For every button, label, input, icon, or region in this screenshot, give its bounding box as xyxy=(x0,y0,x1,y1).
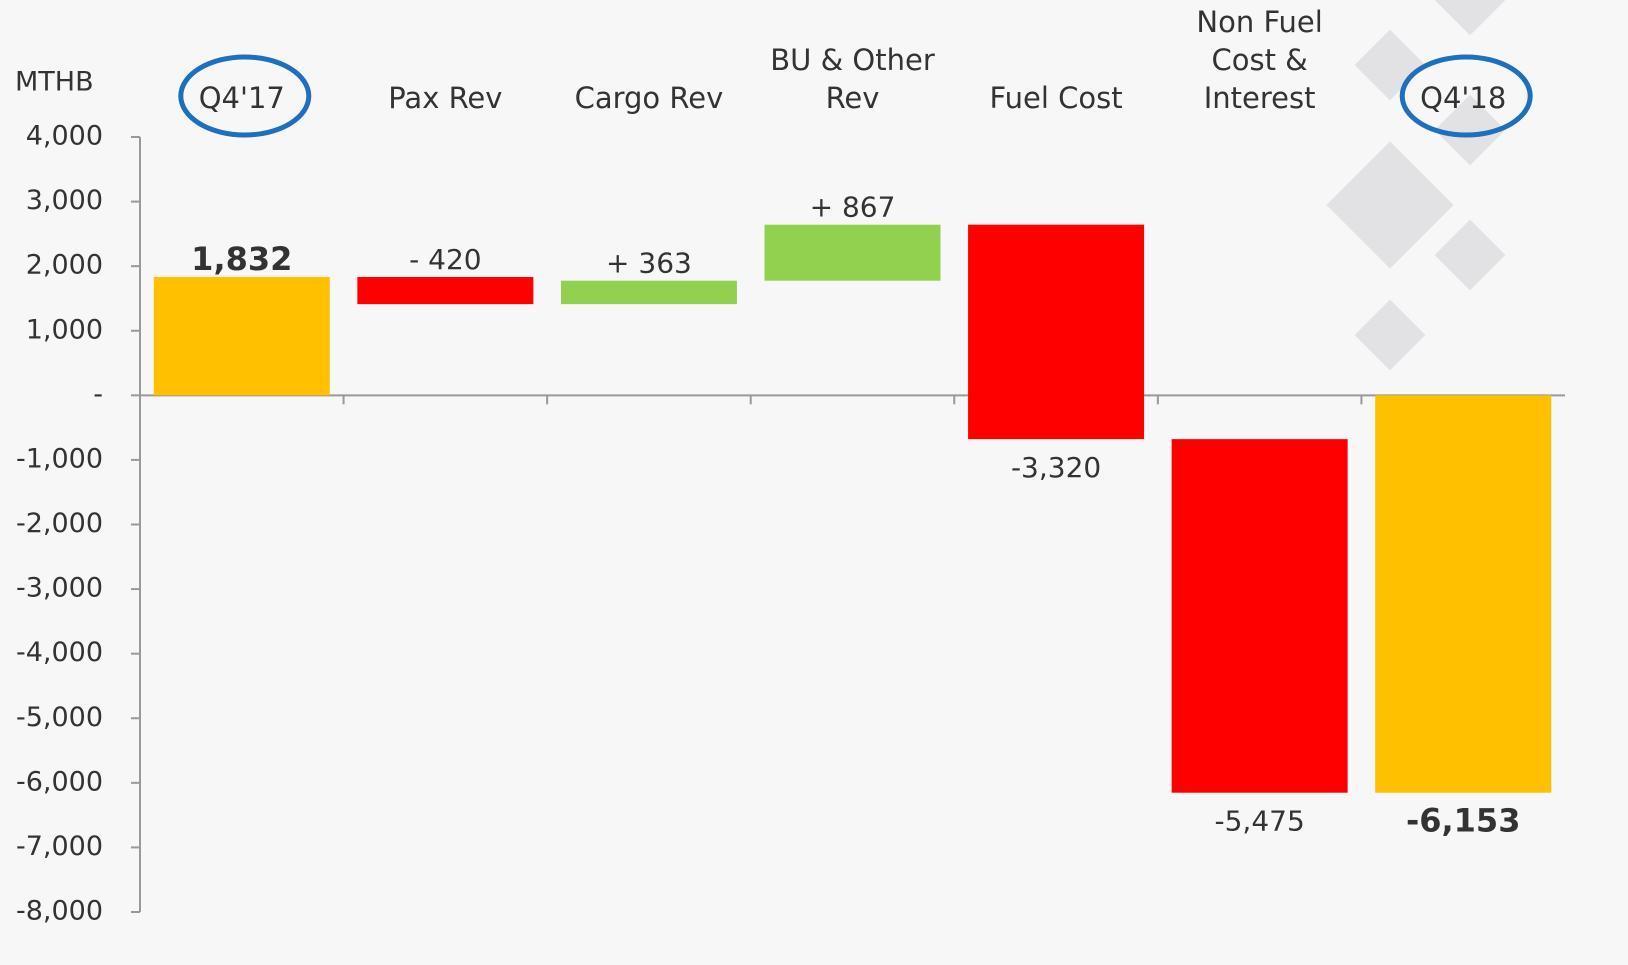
y-tick-label: -1,000 xyxy=(16,443,103,474)
value-label: + 867 xyxy=(810,191,896,224)
value-label: -5,475 xyxy=(1215,805,1305,838)
value-label: - 420 xyxy=(409,243,481,276)
category-label: Non Fuel Cost & Interest xyxy=(1165,3,1355,117)
bar xyxy=(154,277,330,395)
category-label: Q4'17 xyxy=(147,79,337,117)
y-tick-label: -4,000 xyxy=(16,637,103,668)
y-tick-label: -2,000 xyxy=(16,508,103,539)
value-label: -3,320 xyxy=(1011,451,1101,484)
category-label: Pax Rev xyxy=(350,79,540,117)
value-label: 1,832 xyxy=(191,240,292,278)
category-label: BU & Other Rev xyxy=(758,41,948,117)
bar xyxy=(765,225,941,281)
y-tick-label: -8,000 xyxy=(16,896,103,927)
value-label: -6,153 xyxy=(1406,802,1521,840)
category-label: Fuel Cost xyxy=(961,79,1151,117)
chart: MTHB -8,000-7,000-6,000-5,000-4,000-3,00… xyxy=(0,0,1628,965)
y-tick-label: 2,000 xyxy=(26,250,103,281)
y-tick-label: -3,000 xyxy=(16,573,103,604)
y-tick-label: -7,000 xyxy=(16,831,103,862)
bar xyxy=(1172,439,1348,793)
bar xyxy=(1375,395,1551,792)
y-tick-label: -5,000 xyxy=(16,702,103,733)
y-tick-label: - xyxy=(93,379,103,410)
category-label: Cargo Rev xyxy=(554,79,744,117)
chart-svg: MTHB -8,000-7,000-6,000-5,000-4,000-3,00… xyxy=(0,0,1628,965)
bar xyxy=(968,225,1144,439)
y-tick-label: -6,000 xyxy=(16,766,103,797)
bar xyxy=(561,281,737,304)
value-label: + 363 xyxy=(606,247,692,280)
y-tick-label: 1,000 xyxy=(26,314,103,345)
bar xyxy=(357,277,533,304)
y-tick-label: 4,000 xyxy=(26,121,103,152)
y-axis-label: MTHB xyxy=(15,67,94,98)
y-tick-label: 3,000 xyxy=(26,185,103,216)
category-label: Q4'18 xyxy=(1368,79,1558,117)
